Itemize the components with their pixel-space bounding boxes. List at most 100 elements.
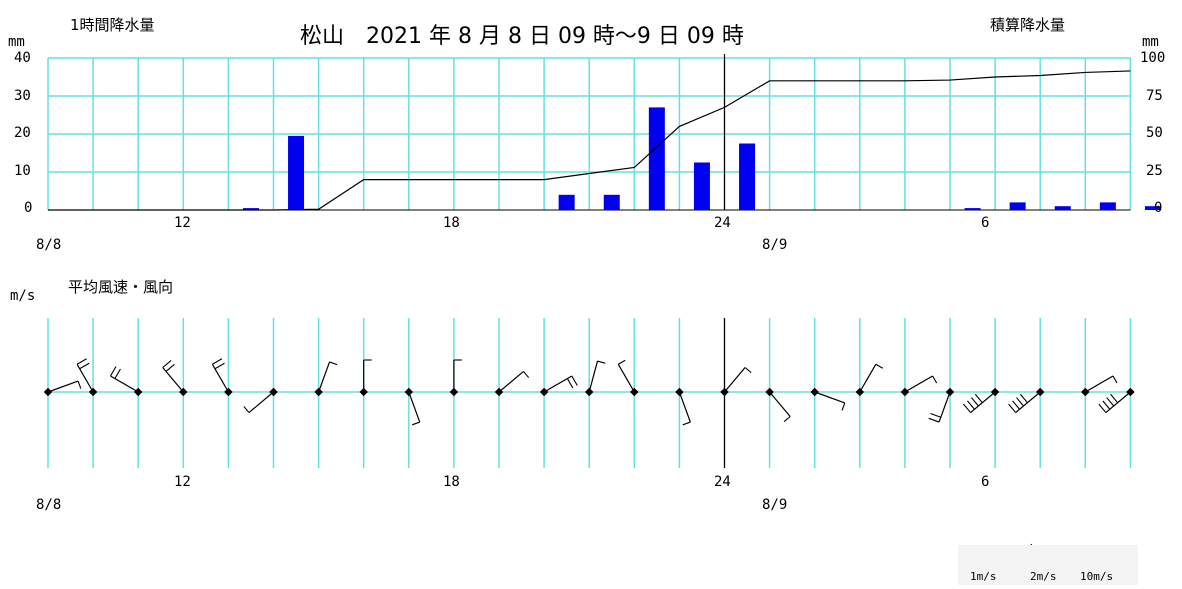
wind-barb-shaft <box>859 363 877 393</box>
rain-bar <box>1099 202 1116 210</box>
rain-x-tick-12: 12 <box>174 215 191 231</box>
rain-bar <box>1144 206 1161 210</box>
wind-point <box>630 387 639 397</box>
wind-barb-shaft <box>408 391 421 423</box>
right-axis-title: 積算降水量 <box>990 16 1066 34</box>
right-tick-50: 50 <box>1146 125 1163 141</box>
wind-barb-shaft <box>47 380 79 393</box>
wind-barb-feather <box>930 412 941 418</box>
rain-date-next: 8/9 <box>762 237 788 253</box>
wind-barb-shaft <box>588 360 599 393</box>
rain-x-tick-24: 24 <box>714 215 731 231</box>
wind-barb-feather <box>571 375 578 386</box>
wind-point <box>133 387 143 397</box>
rain-bar <box>603 194 620 210</box>
wind-barb-feather <box>165 363 175 372</box>
rain-bar <box>964 208 981 210</box>
wind-x-tick-24: 24 <box>714 474 731 490</box>
wind-barb-feather <box>1112 375 1118 384</box>
wind-point <box>1081 387 1090 397</box>
right-tick-75: 75 <box>1146 88 1163 104</box>
wind-point <box>990 387 1000 397</box>
rain-bar <box>739 143 756 210</box>
wind-unit: m/s <box>10 288 36 304</box>
wind-point <box>43 387 53 397</box>
wind-point <box>494 387 504 397</box>
wind-point <box>224 387 233 397</box>
wind-legend <box>958 545 1138 585</box>
wind-point <box>720 387 729 397</box>
wind-title: 平均風速・風向 <box>68 278 174 296</box>
wind-barb-feather <box>523 371 530 378</box>
wind-barb-shaft <box>938 391 951 423</box>
rain-date-start: 8/8 <box>36 237 62 253</box>
wind-point <box>855 387 865 397</box>
chart-title: 松山 2021 年 8 月 8 日 09 時〜9 日 09 時 <box>300 24 744 49</box>
wind-barb-feather <box>1106 397 1115 407</box>
wind-barb-feather <box>79 362 90 370</box>
rain-bar <box>1054 206 1071 210</box>
wind-barb-feather <box>412 421 420 426</box>
wind-barb-feather <box>77 380 82 389</box>
right-axis-unit: mm <box>1142 34 1159 50</box>
right-tick-25: 25 <box>1146 163 1163 179</box>
wind-barb-feather <box>597 360 606 364</box>
rain-x-tick-6: 6 <box>981 215 990 231</box>
wind-point <box>584 387 594 397</box>
wind-x-tick-18: 18 <box>443 474 460 490</box>
wind-barb-feather <box>1016 397 1024 407</box>
left-tick-20: 20 <box>14 125 31 141</box>
wind-barb-feather <box>1110 393 1119 404</box>
left-axis-unit: mm <box>8 34 25 50</box>
wind-barb-feather <box>841 402 846 411</box>
wind-barb-feather <box>214 362 225 370</box>
right-tick-0: 0 <box>1154 200 1163 216</box>
wind-barb-shaft <box>1015 391 1041 414</box>
wind-barb-feather <box>875 363 884 369</box>
wind-point <box>179 387 188 397</box>
rain-bar <box>693 162 710 210</box>
wind-barb-shaft <box>248 391 274 414</box>
wind-barb-feather <box>963 403 972 413</box>
wind-barb-feather <box>682 421 691 426</box>
wind-barb-shaft <box>769 391 791 417</box>
wind-point <box>314 387 323 397</box>
wind-barb-feather <box>76 358 87 365</box>
wind-barb-shaft <box>724 367 746 393</box>
wind-barb-feather <box>783 416 791 423</box>
wind-barb-shaft <box>678 391 691 423</box>
rain-bar <box>648 107 665 210</box>
wind-barb-feather <box>744 367 752 374</box>
wind-point <box>900 387 910 397</box>
wind-barb-shaft <box>1085 375 1114 393</box>
wind-barb-shaft <box>1105 391 1131 414</box>
wind-barb-feather <box>1019 393 1028 404</box>
wind-point <box>1126 387 1135 397</box>
rain-bar <box>558 194 575 210</box>
wind-barb-feather <box>1008 403 1017 413</box>
wind-date-start: 8/8 <box>36 497 62 513</box>
right-tick-100: 100 <box>1140 50 1166 66</box>
wind-barb-feather <box>932 375 938 384</box>
wind-barb-feather <box>566 378 574 389</box>
wind-point <box>449 387 459 397</box>
left-tick-30: 30 <box>14 88 31 104</box>
wind-x-tick-6: 6 <box>981 474 990 490</box>
wind-barb-shaft <box>904 375 933 393</box>
wind-barb-shaft <box>498 370 524 393</box>
left-tick-10: 10 <box>14 163 31 179</box>
wind-point <box>810 387 819 397</box>
legend-10ms: 10m/s <box>1080 570 1114 583</box>
cumulative-rain-line <box>48 70 1131 211</box>
wind-barb-feather <box>114 368 121 379</box>
wind-point <box>1035 387 1045 397</box>
rain-bar <box>1009 202 1026 210</box>
wind-barb-feather <box>974 393 983 404</box>
wind-point <box>269 387 278 397</box>
wind-barb-feather <box>1098 403 1107 413</box>
wind-barb-shaft <box>814 391 845 404</box>
wind-date-next: 8/9 <box>762 497 788 513</box>
wind-barb-shaft <box>76 363 94 393</box>
wind-barb-shaft <box>543 375 573 393</box>
wind-x-tick-12: 12 <box>174 474 191 490</box>
